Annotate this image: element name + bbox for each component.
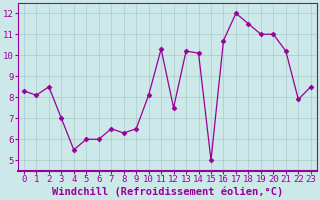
X-axis label: Windchill (Refroidissement éolien,°C): Windchill (Refroidissement éolien,°C)	[52, 187, 283, 197]
